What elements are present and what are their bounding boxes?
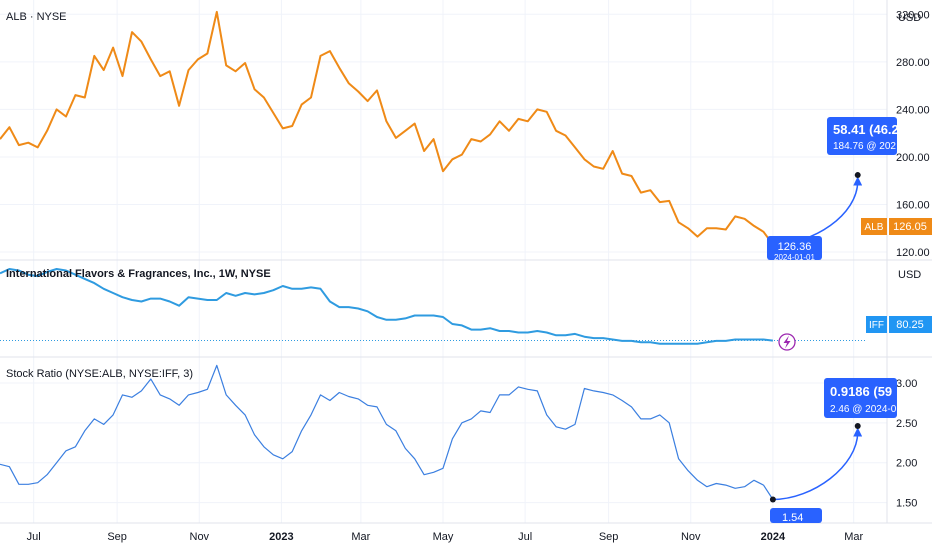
alb-last-price-tag: ALB 126.05: [861, 218, 932, 235]
svg-text:1.54: 1.54: [782, 512, 803, 524]
compare-pane-title: International Flavors & Fragrances, Inc.…: [6, 268, 271, 280]
y-tick-label: 320.00: [896, 9, 930, 21]
y-tick-label: 160.00: [896, 199, 930, 211]
price-scales: 320.00 280.00 240.00 200.00 160.00 120.00 3.00…: [896, 9, 930, 509]
price-start-bubble: 126.36 2024-01-01: [767, 236, 822, 262]
price-pane-title: ALB · NYSE: [6, 11, 67, 23]
y-tick-label: 3.00: [896, 378, 917, 390]
price-projection-arrow: [772, 176, 863, 246]
y-tick-label: 120.00: [896, 247, 930, 259]
iff-price-line: [0, 268, 774, 345]
price-projection-bubble: 58.41 (46.2 184.76 @ 202: [827, 117, 899, 155]
x-tick-label: Mar: [351, 531, 370, 543]
compare-currency-label[interactable]: USD: [898, 269, 921, 281]
x-tick-label: Sep: [599, 531, 619, 543]
svg-text:184.76 @ 202: 184.76 @ 202: [833, 141, 896, 152]
svg-text:126.36: 126.36: [778, 241, 812, 253]
y-tick-label: 240.00: [896, 104, 930, 116]
ratio-projection-bubble: 0.9186 (59 2.46 @ 2024-0: [824, 378, 897, 418]
y-tick-label: 280.00: [896, 57, 930, 69]
svg-text:2024-01-01: 2024-01-01: [774, 253, 815, 262]
ratio-line: [0, 364, 774, 500]
lightning-icon[interactable]: [778, 333, 796, 351]
series-layer: [0, 10, 866, 500]
price-projection-end-point: [854, 172, 861, 179]
svg-text:ALB: ALB: [865, 222, 884, 233]
ratio-projection-start-point: [769, 496, 776, 503]
x-tick-label: 2024: [761, 531, 786, 543]
ratio-pane-title: Stock Ratio (NYSE:ALB, NYSE:IFF, 3): [6, 368, 193, 380]
svg-text:0.9186 (59: 0.9186 (59: [830, 384, 892, 399]
ratio-projection-end-point: [854, 423, 861, 430]
x-tick-label: Sep: [107, 531, 127, 543]
svg-text:58.41 (46.2: 58.41 (46.2: [833, 122, 899, 137]
time-axis[interactable]: Jul Sep Nov 2023 Mar May Jul Sep Nov 2024 Mar: [27, 531, 864, 543]
alb-price-line: [0, 10, 774, 246]
x-tick-label: May: [433, 531, 454, 543]
x-tick-label: Nov: [190, 531, 210, 543]
y-tick-label: 2.50: [896, 418, 917, 430]
x-tick-label: Nov: [681, 531, 701, 543]
ratio-projection-arrow: [772, 427, 863, 501]
x-tick-label: 2023: [269, 531, 293, 543]
y-tick-label: 2.00: [896, 458, 917, 470]
svg-text:IFF: IFF: [869, 320, 884, 331]
x-tick-label: Jul: [518, 531, 532, 543]
x-tick-label: Mar: [844, 531, 863, 543]
y-tick-label: 200.00: [896, 152, 930, 164]
svg-text:80.25: 80.25: [896, 319, 924, 331]
ratio-start-bubble: 1.54: [770, 508, 822, 524]
svg-text:126.05: 126.05: [893, 221, 927, 233]
y-tick-label: 1.50: [896, 498, 917, 510]
svg-text:2.46 @ 2024-0: 2.46 @ 2024-0: [830, 404, 897, 415]
iff-last-price-tag: IFF 80.25: [866, 316, 932, 333]
x-tick-label: Jul: [27, 531, 41, 543]
grid-layer: [0, 0, 887, 523]
price-currency-label[interactable]: USD: [898, 12, 921, 24]
